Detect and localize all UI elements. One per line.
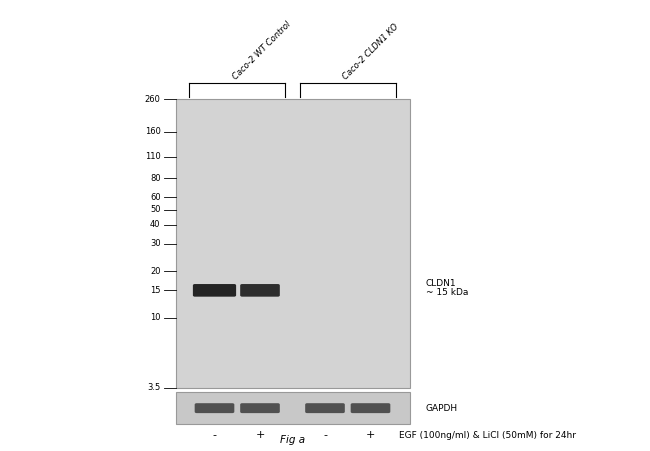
Text: 80: 80: [150, 174, 161, 183]
Text: Caco-2 WT Control: Caco-2 WT Control: [231, 19, 292, 81]
Text: EGF (100ng/ml) & LiCl (50mM) for 24hr: EGF (100ng/ml) & LiCl (50mM) for 24hr: [399, 431, 576, 440]
FancyBboxPatch shape: [240, 284, 280, 297]
Text: 20: 20: [150, 267, 161, 276]
Text: +: +: [255, 430, 265, 440]
Text: 260: 260: [145, 95, 161, 104]
FancyBboxPatch shape: [195, 403, 234, 413]
Text: 15: 15: [150, 286, 161, 295]
Text: -: -: [323, 430, 327, 440]
FancyBboxPatch shape: [351, 403, 390, 413]
Text: Caco-2 CLDN1 KO: Caco-2 CLDN1 KO: [341, 22, 400, 81]
Text: 50: 50: [150, 205, 161, 214]
FancyBboxPatch shape: [193, 284, 236, 297]
Text: CLDN1: CLDN1: [426, 279, 456, 288]
Text: -: -: [213, 430, 216, 440]
Text: 60: 60: [150, 193, 161, 202]
Text: GAPDH: GAPDH: [426, 404, 458, 413]
Text: Fig a: Fig a: [280, 435, 305, 445]
Text: 30: 30: [150, 239, 161, 249]
Bar: [176, 392, 410, 424]
Text: 110: 110: [145, 152, 161, 161]
Text: ~ 15 kDa: ~ 15 kDa: [426, 288, 468, 297]
Text: 40: 40: [150, 220, 161, 229]
Text: 10: 10: [150, 313, 161, 322]
Text: 160: 160: [145, 127, 161, 136]
FancyBboxPatch shape: [305, 403, 344, 413]
Text: 3.5: 3.5: [148, 383, 161, 392]
Bar: [176, 99, 410, 388]
FancyBboxPatch shape: [240, 403, 280, 413]
Text: +: +: [366, 430, 375, 440]
